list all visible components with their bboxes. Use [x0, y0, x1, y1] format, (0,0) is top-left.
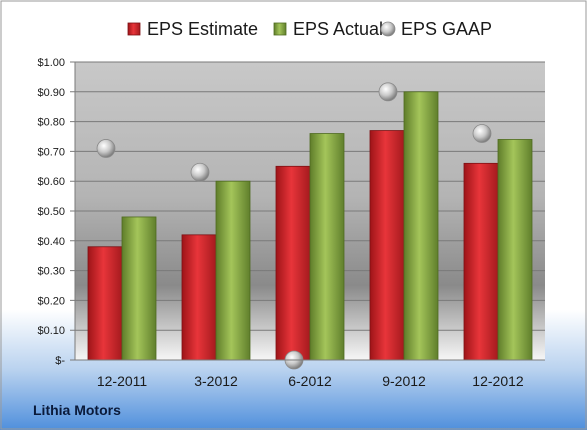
- gaap-markers: [96, 82, 492, 370]
- y-tick-label: $0.70: [37, 146, 65, 158]
- y-axis: $- $0.10 $0.20 $0.30 $0.40 $0.50 $0.60 $0.70 $0.…: [37, 57, 76, 367]
- y-tick-label: $0.20: [37, 295, 65, 307]
- y-tick-label: $1.00: [37, 57, 65, 69]
- y-tick-label: $0.60: [37, 176, 65, 188]
- x-axis: 12-2011 3-2012 6-2012 9-2012 12-2012: [75, 359, 545, 389]
- bar-eps-actual: [121, 216, 157, 361]
- y-tick-label: $0.30: [37, 266, 65, 278]
- x-tick-label: 6-2012: [288, 373, 332, 389]
- legend-swatch: [380, 21, 396, 37]
- bar-eps-estimate: [463, 162, 499, 361]
- bar-eps-actual: [309, 133, 345, 361]
- bar-eps-estimate: [181, 234, 217, 361]
- legend-swatch: [127, 22, 141, 36]
- x-tick-label: 9-2012: [382, 373, 426, 389]
- y-tick-label: $0.50: [37, 206, 65, 218]
- bar-eps-estimate: [275, 165, 311, 361]
- y-tick-label: $-: [55, 355, 65, 367]
- y-tick-label: $0.10: [37, 325, 65, 337]
- legend-label: EPS Estimate: [147, 19, 258, 39]
- bar-eps-estimate: [369, 130, 405, 361]
- bar-eps-actual: [497, 139, 533, 361]
- marker-eps-gaap: [190, 162, 210, 182]
- y-tick-label: $0.40: [37, 236, 65, 248]
- company-name: Lithia Motors: [33, 402, 121, 418]
- legend-label: EPS GAAP: [401, 19, 492, 39]
- marker-eps-gaap: [96, 139, 116, 158]
- marker-eps-gaap: [472, 124, 492, 143]
- bar-eps-actual: [215, 180, 251, 361]
- y-tick-label: $0.90: [37, 87, 65, 99]
- x-tick-label: 12-2011: [97, 373, 148, 389]
- x-tick-label: 12-2012: [472, 373, 524, 389]
- legend: EPS Estimate EPS Actual EPS GAAP: [127, 19, 492, 39]
- bar-eps-actual: [403, 91, 439, 361]
- bars: [87, 91, 533, 361]
- marker-eps-gaap: [378, 82, 398, 102]
- x-tick-label: 3-2012: [194, 373, 238, 389]
- legend-swatch: [273, 22, 287, 36]
- y-tick-label: $0.80: [37, 117, 65, 129]
- bar-eps-estimate: [87, 246, 123, 361]
- legend-label: EPS Actual: [293, 19, 383, 39]
